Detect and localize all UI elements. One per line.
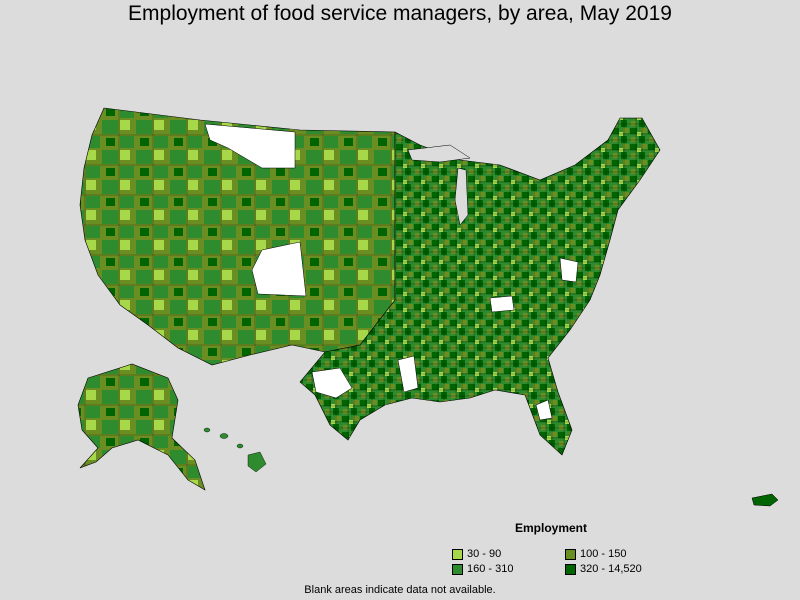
hawaii — [203, 427, 267, 473]
footnote: Blank areas indicate data not available. — [304, 584, 496, 596]
no-data-area-colorado — [251, 241, 307, 297]
legend-label: 320 - 14,520 — [580, 563, 642, 575]
lake-michigan — [454, 167, 469, 226]
lake-superior — [407, 144, 471, 163]
legend-label: 100 - 150 — [580, 548, 627, 560]
legend-swatch — [565, 563, 576, 575]
us-east-region — [299, 117, 661, 456]
no-data-area-kentucky — [489, 295, 515, 313]
map-title: Employment of food service managers, by … — [128, 2, 672, 25]
legend-label: 30 - 90 — [467, 548, 502, 560]
legend-title: Employment — [515, 521, 588, 535]
legend-item-160-310: 160 - 310 — [452, 563, 513, 575]
no-data-area-texas — [311, 367, 353, 399]
no-data-area-florida — [535, 399, 553, 421]
contiguous-us — [79, 107, 661, 456]
no-data-area-west-virginia — [559, 257, 579, 283]
puerto-rico — [751, 493, 779, 507]
alaska — [77, 363, 206, 491]
legend-label: 160 - 310 — [467, 563, 514, 575]
us-choropleth-map — [77, 107, 779, 507]
legend-item-30-90: 30 - 90 — [452, 548, 501, 560]
no-data-area-montana — [204, 123, 296, 169]
legend-swatch — [452, 563, 463, 575]
legend-item-100-150: 100 - 150 — [565, 548, 626, 560]
legend-swatch — [565, 548, 576, 560]
legend-swatch — [452, 548, 463, 560]
no-data-area-mississippi — [397, 355, 419, 393]
legend-item-320-14520: 320 - 14,520 — [565, 563, 642, 575]
